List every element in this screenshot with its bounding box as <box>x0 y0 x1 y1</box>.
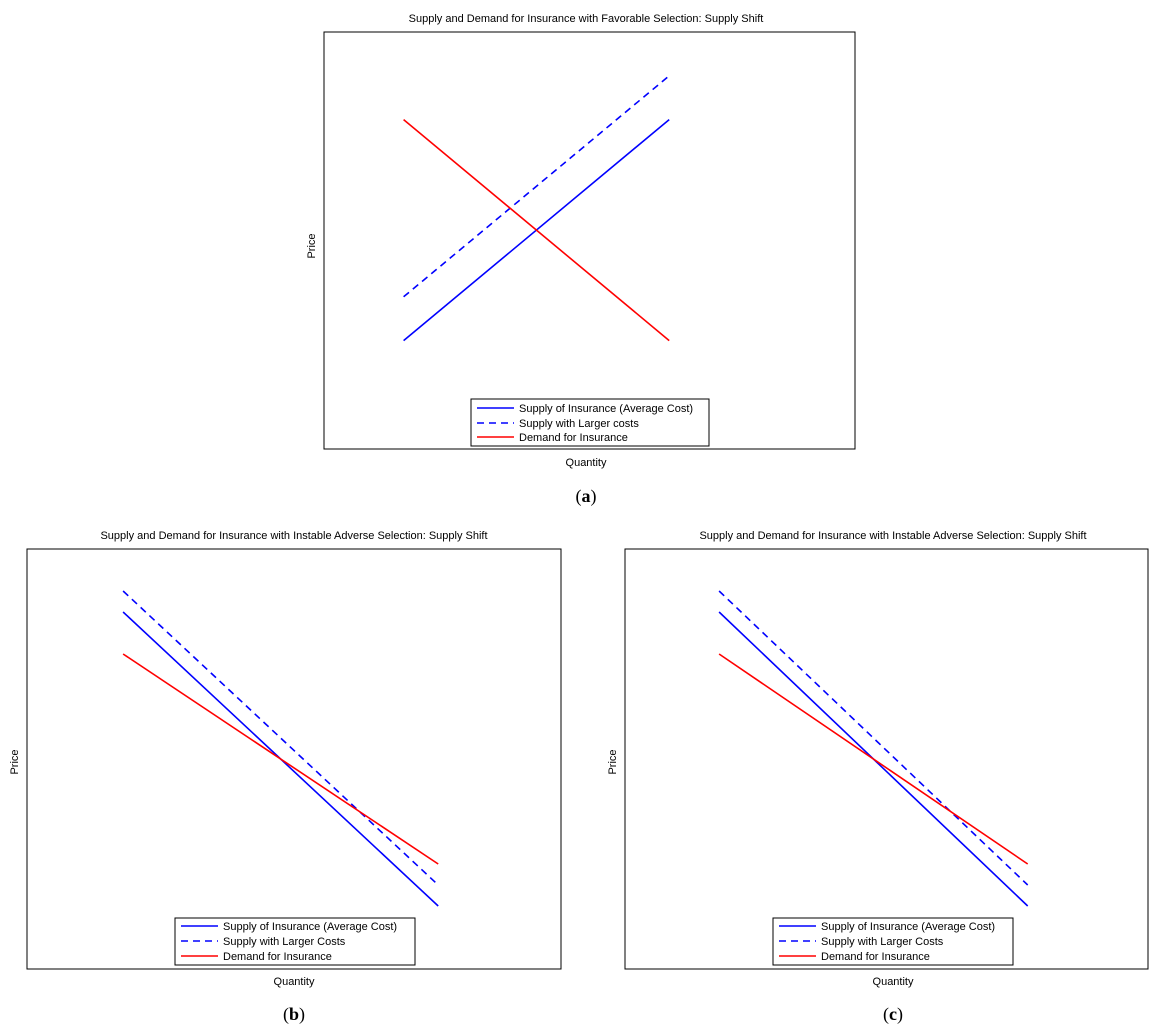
series-line-3 <box>122 653 439 865</box>
plot-frame <box>624 548 1149 970</box>
chart-title: Supply and Demand for Insurance with Ins… <box>699 530 1086 542</box>
legend: Supply of Insurance (Average Cost) Suppl… <box>470 398 710 447</box>
legend-entry: Supply with Larger costs <box>519 418 639 430</box>
series-line-3 <box>718 653 1029 865</box>
legend-entry: Supply of Insurance (Average Cost) <box>519 403 693 415</box>
y-axis-label: Price <box>9 749 21 774</box>
legend: Supply of Insurance (Average Cost) Suppl… <box>772 917 1014 966</box>
legend-entry: Supply with Larger Costs <box>821 936 944 948</box>
panel-caption: (c) <box>883 1004 903 1025</box>
chart-panel-b: Supply and Demand for Insurance with Ins… <box>9 530 562 1025</box>
x-axis-label: Quantity <box>274 976 315 988</box>
series-layer <box>718 590 1029 907</box>
x-axis-label: Quantity <box>566 457 607 469</box>
y-axis-label: Price <box>607 749 619 774</box>
caption-letter: a <box>582 486 591 506</box>
legend-entry: Supply of Insurance (Average Cost) <box>821 921 995 933</box>
legend-entry: Demand for Insurance <box>519 432 628 444</box>
caption-letter: c <box>889 1004 897 1024</box>
legend-entry: Supply with Larger Costs <box>223 936 346 948</box>
chart-title: Supply and Demand for Insurance with Ins… <box>100 530 487 542</box>
caption-letter: b <box>289 1004 299 1024</box>
panel-caption: (a) <box>576 486 597 507</box>
x-axis-label: Quantity <box>873 976 914 988</box>
series-line-2 <box>403 75 670 298</box>
plot-frame <box>26 548 562 970</box>
legend-box <box>470 398 710 447</box>
plot-frame <box>323 31 856 450</box>
series-layer <box>403 75 670 342</box>
chart-panel-c: Supply and Demand for Insurance with Ins… <box>607 530 1149 1025</box>
panel-caption: (b) <box>283 1004 305 1025</box>
legend-box <box>174 917 416 966</box>
series-line-2 <box>122 590 439 886</box>
legend-entry: Supply of Insurance (Average Cost) <box>223 921 397 933</box>
y-axis-label: Price <box>306 233 318 258</box>
series-line-3 <box>403 118 670 342</box>
series-line-2 <box>718 590 1029 886</box>
legend-entry: Demand for Insurance <box>223 951 332 963</box>
legend-entry: Demand for Insurance <box>821 951 930 963</box>
series-layer <box>122 590 439 907</box>
chart-title: Supply and Demand for Insurance with Fav… <box>409 13 764 25</box>
legend: Supply of Insurance (Average Cost) Suppl… <box>174 917 416 966</box>
chart-panel-a: Supply and Demand for Insurance with Fav… <box>306 13 856 507</box>
